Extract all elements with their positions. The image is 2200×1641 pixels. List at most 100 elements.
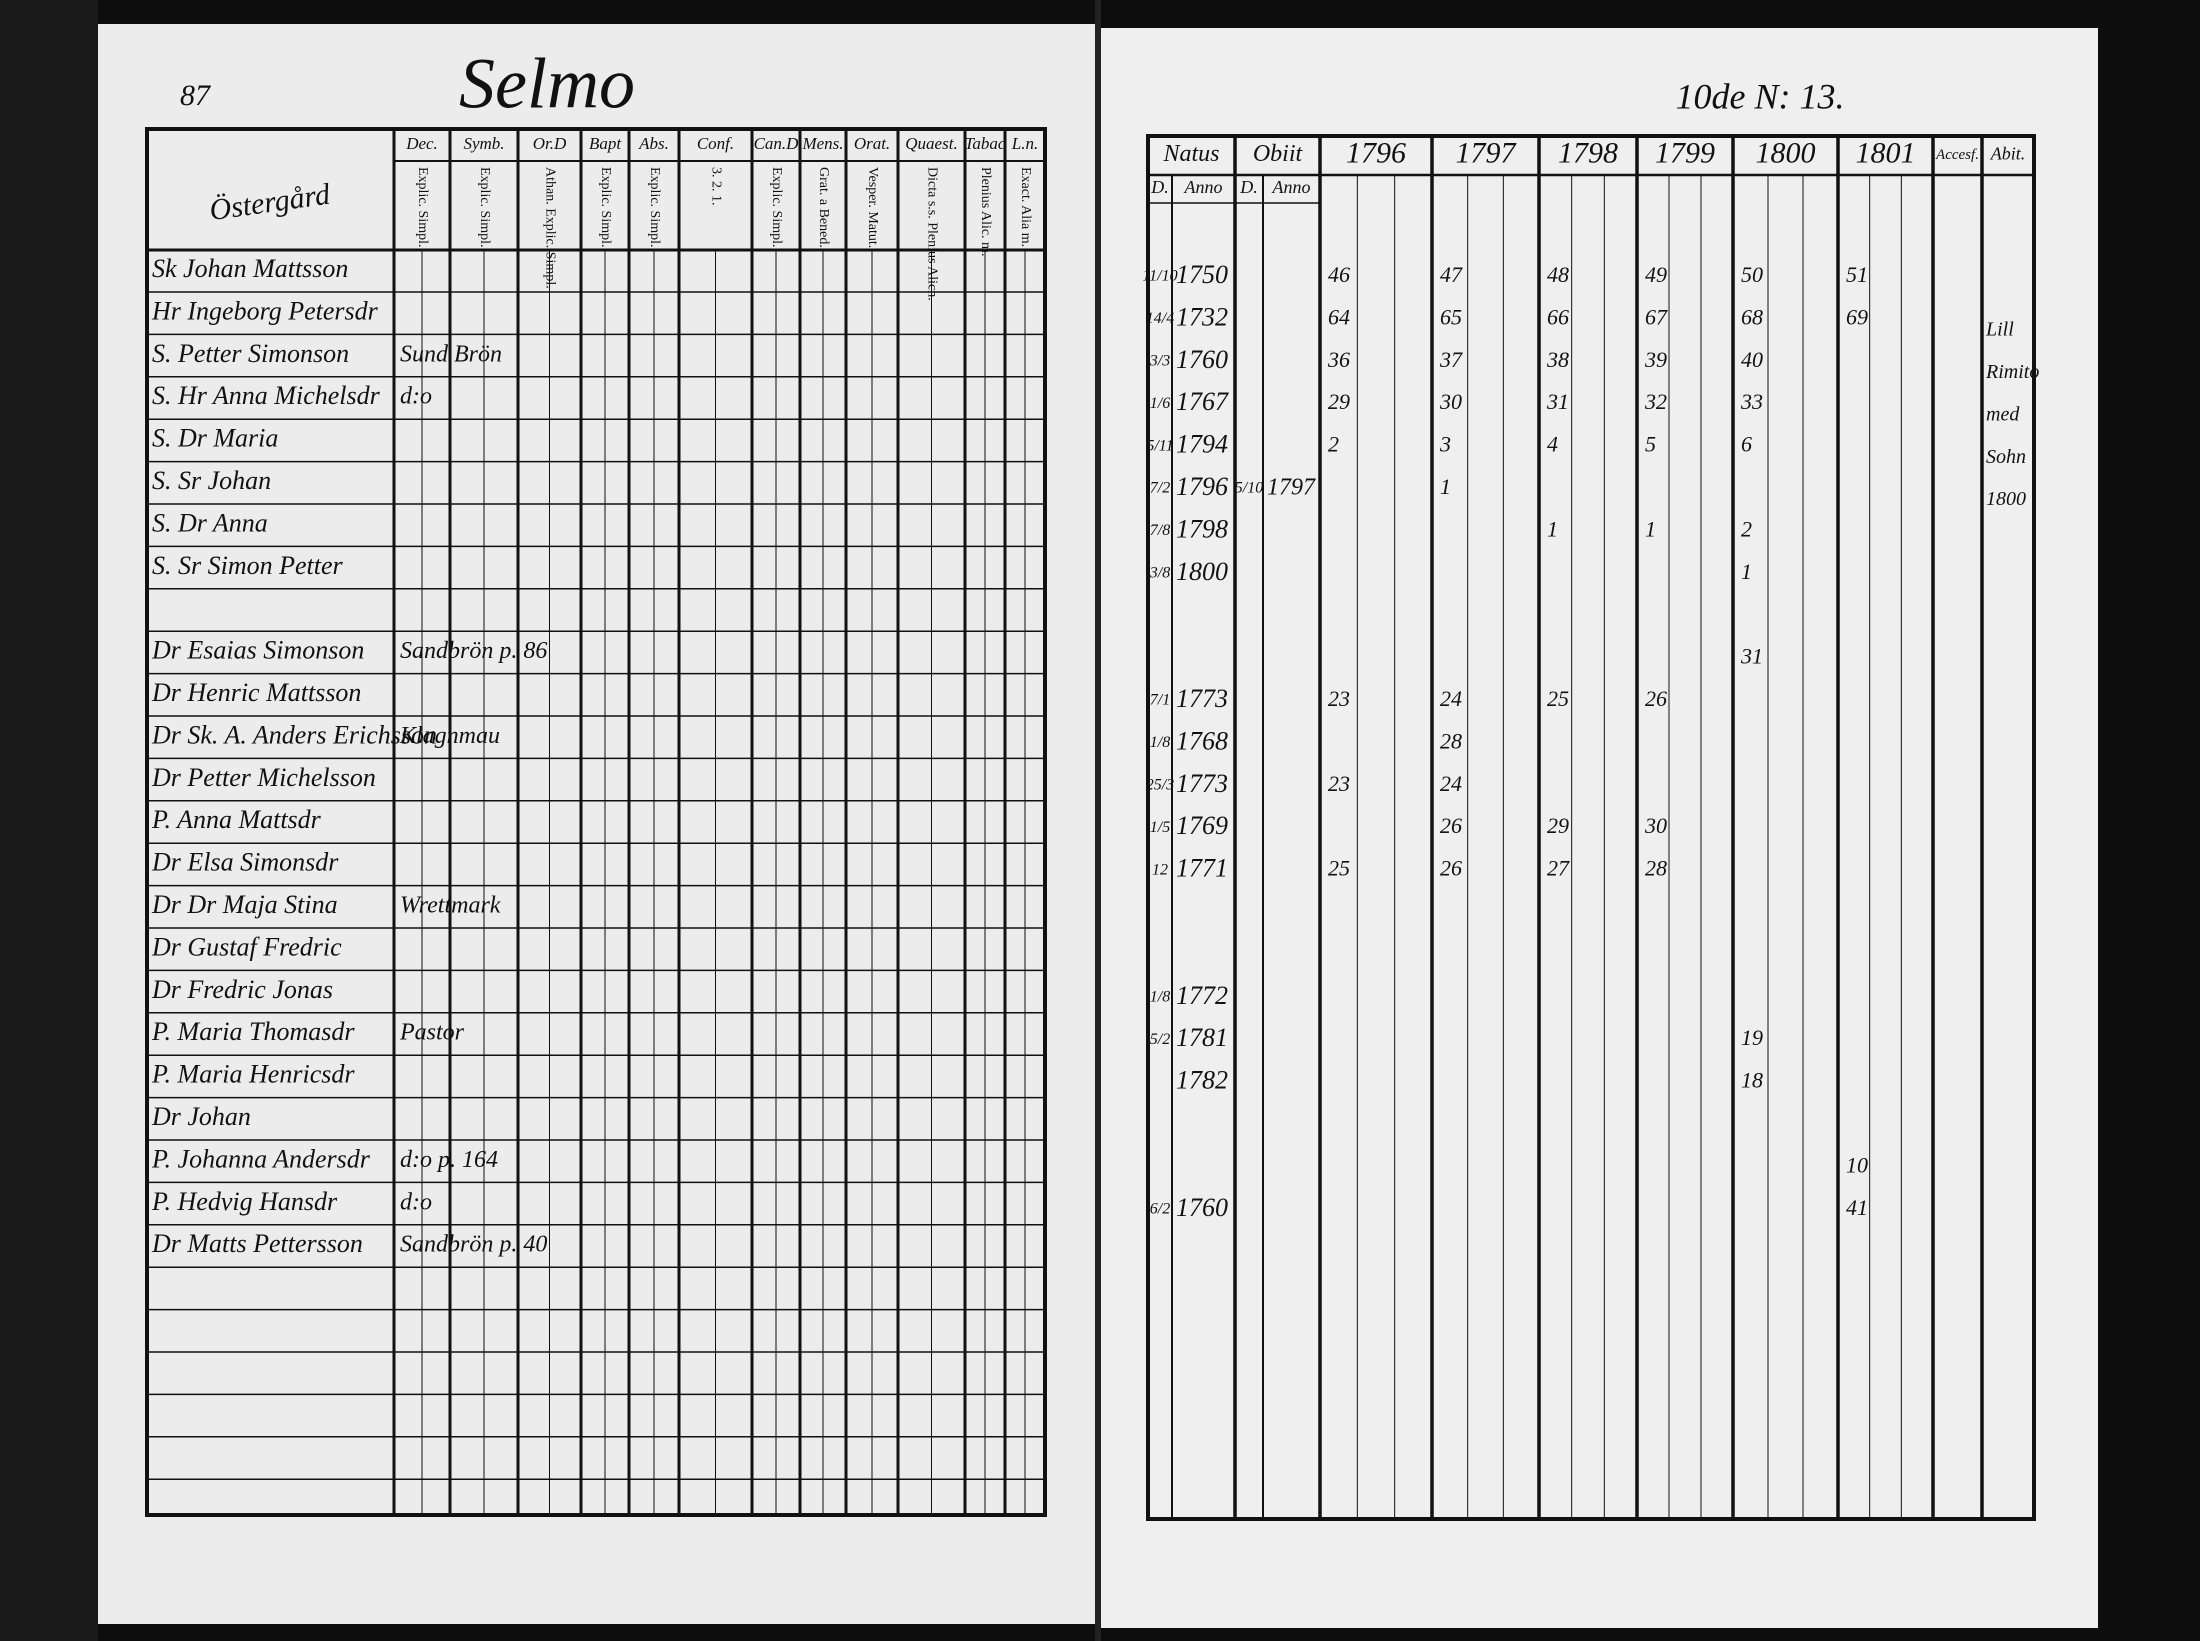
accessit-header: Accesf. bbox=[1935, 147, 1979, 163]
column-label: Orat. bbox=[854, 134, 890, 153]
natus-day: 1/6 bbox=[1150, 395, 1170, 412]
person-name: Dr Sk. A. Anders Erichsson bbox=[151, 720, 437, 749]
person-name: P. Maria Henricsdr bbox=[151, 1060, 355, 1089]
age: 4 bbox=[1547, 432, 1558, 457]
age: 67 bbox=[1645, 304, 1668, 329]
age: 30 bbox=[1644, 813, 1667, 838]
age: 46 bbox=[1328, 262, 1350, 287]
person-note: Klagnmau bbox=[399, 723, 500, 749]
natus-year: 1782 bbox=[1176, 1066, 1228, 1095]
column-label: Tabac bbox=[965, 134, 1006, 153]
age: 47 bbox=[1440, 262, 1463, 287]
natus-day: 12 bbox=[1152, 861, 1168, 878]
natus-day: 7/1 bbox=[1150, 692, 1170, 709]
year-header: 1801 bbox=[1856, 136, 1916, 169]
age: 32 bbox=[1644, 389, 1667, 414]
natus-day: 1/8 bbox=[1150, 734, 1170, 751]
person-note: Sandbrön p. 40 bbox=[400, 1232, 547, 1258]
column-sub-label: Athan. Explic. Simpl. bbox=[542, 167, 557, 289]
person-name: Dr Fredric Jonas bbox=[151, 975, 333, 1004]
age: 27 bbox=[1547, 856, 1570, 881]
natus-day: 7/8 bbox=[1150, 522, 1170, 539]
age: 37 bbox=[1439, 347, 1463, 372]
person-note: d:o p. 164 bbox=[400, 1147, 498, 1173]
age: 26 bbox=[1440, 813, 1462, 838]
age: 18 bbox=[1741, 1068, 1763, 1093]
right-title: 10de N: 13. bbox=[1676, 76, 1845, 116]
age: 24 bbox=[1440, 686, 1462, 711]
age: 25 bbox=[1328, 856, 1350, 881]
abiit-note: Lill bbox=[1985, 319, 2014, 341]
age: 28 bbox=[1440, 728, 1462, 753]
person-name: P. Maria Thomasdr bbox=[151, 1017, 355, 1046]
age: 29 bbox=[1328, 389, 1350, 414]
age: 19 bbox=[1741, 1025, 1763, 1050]
obiit-year: 1797 bbox=[1267, 475, 1316, 501]
age: 23 bbox=[1328, 686, 1350, 711]
natus-day: 5/2 bbox=[1150, 1031, 1170, 1048]
column-label: Or.D bbox=[533, 134, 567, 153]
natus-year: 1773 bbox=[1176, 684, 1228, 713]
year-header: 1796 bbox=[1346, 136, 1406, 169]
column-label: Abs. bbox=[638, 134, 669, 153]
column-sub-label: Explic. Simpl. bbox=[477, 167, 492, 248]
column-sub-label: Explic. Simpl. bbox=[598, 167, 613, 248]
year-header: 1798 bbox=[1558, 136, 1618, 169]
abiit-header: Abit. bbox=[1990, 144, 2026, 164]
age: 5 bbox=[1645, 432, 1656, 457]
column-sub-label: Plenius Alic. m. bbox=[978, 167, 993, 256]
column-label: Conf. bbox=[697, 134, 734, 153]
natus-year: 1781 bbox=[1176, 1023, 1228, 1052]
age: 2 bbox=[1741, 516, 1752, 541]
age: 2 bbox=[1328, 432, 1339, 457]
person-note: Sund Brön bbox=[400, 341, 502, 367]
left-table-frame bbox=[145, 127, 1047, 1517]
age: 25 bbox=[1547, 686, 1569, 711]
natus-year: 1798 bbox=[1176, 514, 1228, 543]
abiit-note: 1800 bbox=[1986, 488, 2026, 510]
natus-year: 1773 bbox=[1176, 769, 1228, 798]
column-label: Dec. bbox=[405, 134, 438, 153]
age: 68 bbox=[1741, 304, 1763, 329]
age: 30 bbox=[1439, 389, 1462, 414]
age: 26 bbox=[1440, 856, 1462, 881]
person-note: Sandbrön p. 86 bbox=[400, 638, 547, 664]
person-note: Wrettmark bbox=[400, 893, 501, 919]
column-label: Mens. bbox=[801, 134, 843, 153]
age: 1 bbox=[1547, 516, 1558, 541]
person-name: P. Hedvig Hansdr bbox=[151, 1187, 338, 1216]
age: 24 bbox=[1440, 771, 1462, 796]
year-header: 1797 bbox=[1456, 136, 1518, 169]
age: 10 bbox=[1846, 1152, 1868, 1177]
age: 3 bbox=[1439, 432, 1451, 457]
natus-day: 3/3 bbox=[1149, 352, 1170, 369]
age: 1 bbox=[1645, 516, 1656, 541]
age: 26 bbox=[1645, 686, 1667, 711]
gutter bbox=[1095, 0, 1101, 1641]
column-label: L.n. bbox=[1011, 134, 1038, 153]
person-name: Dr Dr Maja Stina bbox=[151, 890, 338, 919]
binding-left bbox=[0, 0, 98, 1641]
natus-day: 14/4 bbox=[1146, 310, 1174, 327]
column-label: Can.D bbox=[754, 134, 800, 153]
sub-header: D. bbox=[1239, 177, 1258, 197]
age: 64 bbox=[1328, 304, 1350, 329]
natus-year: 1760 bbox=[1176, 345, 1228, 374]
natus-year: 1772 bbox=[1176, 981, 1228, 1010]
sub-header: Anno bbox=[1272, 177, 1311, 197]
natus-day: 7/2 bbox=[1150, 480, 1170, 497]
abiit-note: med bbox=[1986, 403, 2020, 425]
natus-year: 1768 bbox=[1176, 726, 1228, 755]
right-page bbox=[1101, 28, 2098, 1628]
age: 66 bbox=[1547, 304, 1569, 329]
age: 33 bbox=[1740, 389, 1763, 414]
natus-day: 1/8 bbox=[1150, 988, 1170, 1005]
natus-year: 1760 bbox=[1176, 1193, 1228, 1222]
person-name: Dr Matts Pettersson bbox=[151, 1229, 363, 1258]
person-note: Pastor bbox=[399, 1020, 465, 1046]
natus-day: 6/2 bbox=[1150, 1200, 1170, 1217]
column-sub-label: Dicta s.s. Plenius Alicn. bbox=[924, 167, 939, 301]
person-name: Dr Henric Mattsson bbox=[151, 678, 361, 707]
age: 1 bbox=[1440, 474, 1451, 499]
